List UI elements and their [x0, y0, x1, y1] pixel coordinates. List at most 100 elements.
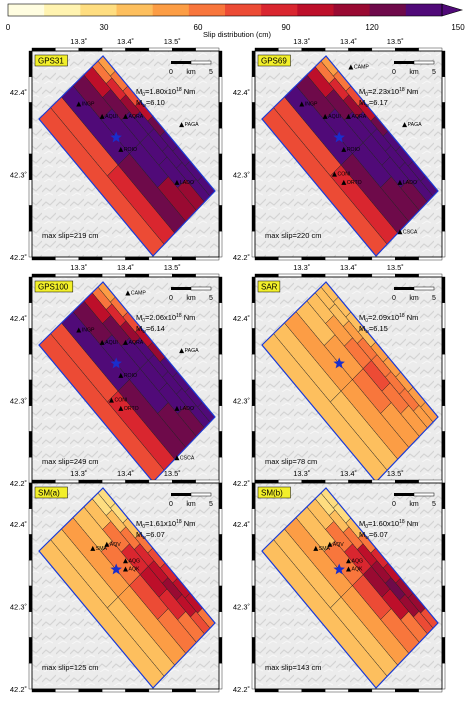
- station-triangle-icon: [118, 372, 124, 378]
- lon-tick-label: 13.4˚: [340, 469, 357, 478]
- frame-tick: [218, 585, 223, 612]
- colorbar-tick-120: 120: [365, 23, 379, 32]
- station-label: AQK: [129, 567, 140, 573]
- lat-tick-label: 42.3˚: [10, 397, 27, 406]
- frame-tick: [254, 273, 279, 278]
- panel-label-badge: [257, 280, 281, 293]
- scale-zero: 0: [392, 295, 396, 302]
- lon-tick-label: 13.5˚: [164, 263, 181, 272]
- slip-cells: [38, 55, 216, 257]
- station-label: SMA: [96, 546, 108, 552]
- station-label: CAMP: [131, 290, 147, 296]
- frame-tick: [172, 256, 196, 261]
- scale-zero: 0: [392, 69, 396, 76]
- lat-tick-label: 42.3˚: [233, 171, 250, 180]
- panel-label: SM(a): [38, 489, 60, 498]
- station-label: AQUI: [328, 114, 341, 120]
- frame-tick: [441, 276, 446, 303]
- lon-tick-label: 13.3˚: [293, 263, 310, 272]
- station-triangle-icon: [99, 339, 105, 345]
- frame-tick: [301, 479, 326, 484]
- station-triangle-icon: [123, 113, 128, 119]
- frame-tick: [371, 688, 396, 693]
- frame-tick: [441, 431, 446, 458]
- frame-tick: [251, 276, 256, 303]
- station-label: CAMP: [354, 64, 370, 70]
- frame-tick: [251, 328, 256, 355]
- frame-tick: [251, 231, 256, 258]
- colorbar-cell: [261, 4, 298, 16]
- scale-zero: 0: [169, 69, 173, 76]
- station-label: AQV: [110, 542, 121, 548]
- frame-tick: [218, 534, 223, 561]
- frame-tick: [55, 47, 79, 52]
- frame-tick: [28, 302, 33, 329]
- frame-tick: [172, 479, 196, 484]
- frame-tick: [28, 231, 33, 258]
- frame-tick: [301, 688, 326, 693]
- frame-tick: [251, 637, 256, 664]
- frame-tick: [218, 637, 223, 664]
- lon-tick-label: 13.3˚: [293, 37, 310, 46]
- station-triangle-icon: [118, 405, 124, 411]
- frame-tick: [395, 256, 419, 261]
- map-border: [254, 482, 443, 690]
- frame-tick: [251, 457, 256, 484]
- frame-tick: [148, 256, 173, 261]
- frame-tick: [31, 688, 56, 693]
- station-label: ORTO: [124, 406, 139, 412]
- scale-bar-segment: [171, 287, 191, 290]
- frame-tick: [278, 256, 302, 261]
- scale-unit: km: [409, 295, 419, 302]
- frame-tick: [348, 256, 373, 261]
- lat-tick-label: 42.3˚: [10, 603, 27, 612]
- moment-text: M0=2.23x1018 Nm: [359, 87, 418, 98]
- frame-tick: [31, 273, 56, 278]
- frame-tick: [101, 256, 126, 261]
- scale-unit: km: [186, 295, 196, 302]
- station-label: INGP: [305, 102, 318, 108]
- frame-tick: [218, 457, 223, 484]
- lat-tick-label: 42.2˚: [10, 253, 27, 262]
- panel-label: GPS100: [38, 283, 69, 292]
- station-label: ROIO: [124, 373, 137, 379]
- panel-label: SM(b): [261, 489, 283, 498]
- frame-tick: [441, 663, 446, 690]
- station-triangle-icon: [174, 405, 180, 411]
- frame-tick: [418, 479, 443, 484]
- scale-bar-segment: [413, 492, 435, 497]
- colorbar-tick-90: 90: [282, 23, 291, 32]
- frame-tick: [28, 328, 33, 355]
- frame-tick: [371, 47, 396, 52]
- frame-tick: [254, 479, 279, 484]
- station-label: CONI: [337, 172, 350, 178]
- frame-tick: [148, 479, 173, 484]
- station-triangle-icon: [104, 541, 110, 547]
- frame-tick: [172, 47, 196, 52]
- frame-tick: [251, 153, 256, 180]
- frame-tick: [55, 479, 79, 484]
- moment-text: M0=1.61x1018 Nm: [136, 519, 195, 530]
- lon-tick-label: 13.5˚: [164, 469, 181, 478]
- frame-tick: [28, 50, 33, 77]
- scale-bar-segment: [171, 493, 191, 496]
- frame-tick: [125, 47, 150, 52]
- frame-tick: [218, 276, 223, 303]
- colorbar-cell: [8, 4, 45, 16]
- station-triangle-icon: [346, 113, 351, 119]
- frame-tick: [28, 431, 33, 458]
- frame-tick: [195, 47, 220, 52]
- station-triangle-icon: [123, 566, 128, 572]
- fault-outline: [261, 55, 439, 257]
- max-slip-text: max slip=125 cm: [42, 663, 98, 672]
- station-label: ORTO: [347, 180, 362, 186]
- magnitude-text: Mw=6.15: [359, 324, 388, 335]
- colorbar-cell: [80, 4, 117, 16]
- frame-tick: [78, 47, 103, 52]
- station-triangle-icon: [174, 179, 180, 185]
- frame-tick: [28, 102, 33, 129]
- colorbar-cell: [44, 4, 81, 16]
- colorbar-cell: [152, 4, 190, 16]
- scale-bar-segment: [190, 286, 212, 291]
